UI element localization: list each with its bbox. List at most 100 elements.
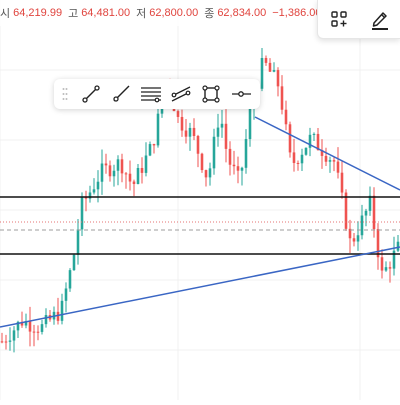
drawing-pencil-button[interactable] bbox=[367, 6, 393, 32]
parallel-channel-tool-button[interactable] bbox=[167, 82, 194, 106]
ohlc-legend: 시 64,219.99 고 64,481.00 저 62,800.00 종 62… bbox=[0, 0, 330, 26]
candle-body bbox=[44, 315, 48, 325]
add-widget-button[interactable] bbox=[326, 6, 352, 32]
candle-body bbox=[20, 321, 24, 326]
horizontal-lines-tool-button[interactable] bbox=[137, 82, 164, 106]
candle-body bbox=[208, 168, 212, 178]
candle-body bbox=[56, 311, 60, 321]
candle-body bbox=[64, 288, 68, 301]
drawings-group[interactable] bbox=[0, 116, 400, 328]
candle-body bbox=[72, 254, 76, 271]
candle-body bbox=[308, 134, 312, 148]
candle-body bbox=[128, 173, 132, 182]
trend-line-tool-button[interactable] bbox=[77, 82, 104, 106]
candle-body bbox=[196, 136, 200, 154]
drawing-pencil-icon bbox=[371, 12, 388, 30]
candle-body bbox=[108, 165, 112, 177]
trend-line-tool-icon bbox=[81, 85, 100, 103]
candle-body bbox=[328, 160, 332, 162]
candle-body bbox=[268, 62, 272, 72]
candle-body bbox=[96, 181, 100, 190]
descending-trendline bbox=[254, 116, 400, 191]
candle-body bbox=[384, 267, 388, 271]
candle-body bbox=[272, 70, 276, 72]
candle-body bbox=[312, 133, 316, 135]
high-label: 고 bbox=[68, 8, 79, 20]
change-value: −1,386.00 (−2 bbox=[272, 7, 330, 19]
candle-body bbox=[156, 113, 160, 146]
candle-body bbox=[240, 167, 244, 171]
candle-body bbox=[376, 229, 380, 258]
horizontal-lines-tool-icon bbox=[140, 87, 161, 103]
rectangle-tool-icon bbox=[201, 85, 220, 103]
low-label: 저 bbox=[136, 8, 147, 20]
candle-body bbox=[372, 195, 376, 230]
candle-body bbox=[0, 341, 4, 343]
candle-body bbox=[80, 197, 84, 230]
candle-body bbox=[264, 58, 268, 63]
candle-body bbox=[356, 235, 360, 242]
candle-body bbox=[188, 127, 192, 137]
candle-body bbox=[204, 170, 208, 178]
low-value: 62,800.00 bbox=[149, 7, 199, 19]
candle-body bbox=[60, 300, 64, 321]
candle-body bbox=[280, 86, 284, 110]
close-label: 종 bbox=[204, 8, 215, 20]
candle-body bbox=[28, 321, 32, 332]
candle-body bbox=[320, 150, 324, 156]
rectangle-tool-button[interactable] bbox=[197, 82, 224, 106]
candle-body bbox=[212, 136, 216, 169]
candle-body bbox=[396, 241, 400, 251]
candle-body bbox=[180, 116, 184, 131]
candle-body bbox=[16, 321, 20, 331]
close-value: 62,834.00 bbox=[217, 7, 267, 19]
candle-body bbox=[296, 162, 300, 164]
candle-body bbox=[32, 331, 36, 333]
candle-body bbox=[68, 270, 72, 289]
candle-body bbox=[288, 124, 292, 153]
candle-body bbox=[100, 163, 104, 182]
candle-body bbox=[348, 228, 352, 239]
open-value: 64,219.99 bbox=[13, 7, 63, 19]
candle-body bbox=[36, 331, 40, 333]
candle-body bbox=[144, 155, 148, 173]
candle-body bbox=[292, 152, 296, 163]
candle-body bbox=[244, 139, 248, 168]
candle-body bbox=[284, 109, 288, 125]
ascending-trendline bbox=[0, 246, 400, 328]
candle-body bbox=[360, 215, 364, 236]
horizontal-ray-tool-icon bbox=[231, 91, 251, 97]
open-label: 시 bbox=[0, 8, 11, 20]
candle-body bbox=[364, 210, 368, 216]
candle-body bbox=[40, 324, 44, 332]
toolbar-drag-handle[interactable] bbox=[60, 85, 70, 103]
candle-body bbox=[84, 197, 88, 199]
candle-body bbox=[380, 257, 384, 271]
candle-body bbox=[224, 123, 228, 149]
candle-body bbox=[104, 163, 108, 166]
candle-body bbox=[76, 229, 80, 255]
candle-body bbox=[92, 189, 96, 193]
candle-body bbox=[304, 147, 308, 155]
candle-body bbox=[340, 172, 344, 193]
candle-body bbox=[4, 341, 8, 343]
add-widget-icon bbox=[330, 11, 347, 27]
candle-body bbox=[324, 155, 328, 162]
candle-body bbox=[336, 161, 340, 173]
candle-body bbox=[152, 144, 156, 146]
candle-body bbox=[388, 267, 392, 269]
candle-body bbox=[192, 127, 196, 136]
high-value: 64,481.00 bbox=[81, 7, 131, 19]
candle-body bbox=[228, 148, 232, 165]
candle-body bbox=[220, 123, 224, 128]
parallel-channel-tool-icon bbox=[171, 86, 190, 102]
candle-body bbox=[140, 168, 144, 173]
candle-body bbox=[148, 144, 152, 156]
candle-body bbox=[300, 154, 304, 164]
candle-body bbox=[136, 168, 140, 184]
candle-body bbox=[260, 58, 264, 89]
ray-tool-button[interactable] bbox=[107, 82, 134, 106]
horizontal-ray-tool-button[interactable] bbox=[227, 82, 254, 106]
